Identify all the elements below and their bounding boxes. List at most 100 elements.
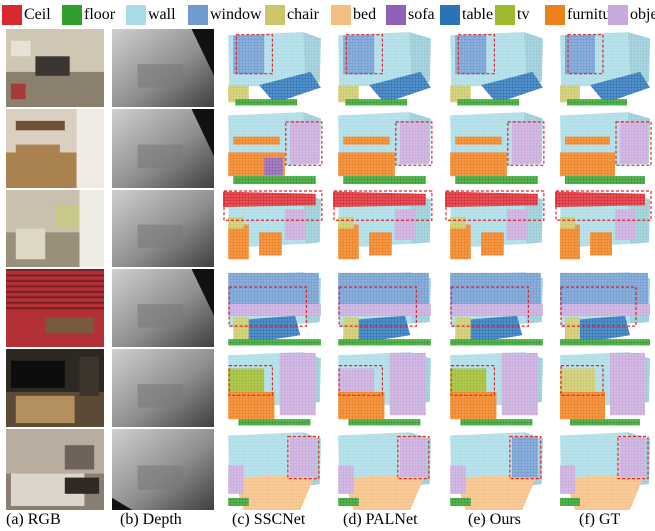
highlight-box — [450, 286, 530, 327]
highlight-box — [345, 34, 384, 75]
color-swatch-icon — [608, 5, 628, 25]
panel-ours-row-4 — [445, 269, 548, 347]
panel-rgb-row-3 — [6, 190, 104, 267]
highlight-box — [397, 435, 430, 480]
panel-depth-row-5 — [112, 349, 214, 427]
legend-label: bed — [353, 6, 377, 23]
legend-label: tv — [517, 6, 530, 23]
panel-depth-row-2 — [112, 109, 214, 188]
highlight-box — [287, 435, 320, 480]
panel-palnet-row-5 — [333, 349, 436, 427]
highlight-box — [228, 365, 274, 396]
panel-depth-row-4 — [112, 269, 214, 347]
panel-palnet-row-4 — [333, 269, 436, 347]
highlight-box — [338, 286, 418, 327]
column-captions: (a) RGB (b) Depth (c) SSCNet (d) PALNet … — [0, 511, 655, 531]
panel-ours-row-1 — [445, 29, 548, 107]
color-swatch-icon — [495, 5, 515, 25]
legend-label: Ceil — [24, 6, 51, 23]
legend-item-table: table — [440, 4, 493, 26]
panel-gt-row-4 — [555, 269, 655, 347]
legend-item-object: object — [608, 4, 655, 26]
highlight-box — [509, 435, 542, 480]
panel-palnet-row-6 — [333, 429, 436, 510]
highlight-box — [450, 365, 496, 396]
highlight-box — [235, 34, 274, 75]
highlight-box — [457, 34, 496, 75]
panel-gt-row-5 — [555, 349, 655, 427]
panel-ours-row-5 — [445, 349, 548, 427]
panel-rgb-row-2 — [6, 109, 104, 188]
panel-depth-row-6 — [112, 429, 214, 510]
caption-rgb: (a) RGB — [6, 511, 61, 528]
legend-item-ceil: Ceil — [2, 4, 51, 26]
panel-sscnet-row-3 — [223, 190, 326, 267]
legend-item-bed: bed — [331, 4, 376, 26]
color-swatch-icon — [126, 5, 146, 25]
highlight-box — [567, 34, 604, 75]
legend-label: floor — [84, 6, 116, 23]
legend-label: window — [210, 6, 262, 23]
panel-ours-row-3 — [445, 190, 548, 267]
color-swatch-icon — [545, 5, 565, 25]
color-swatch-icon — [62, 5, 82, 25]
panel-sscnet-row-2 — [223, 109, 326, 188]
highlight-box — [445, 190, 545, 221]
caption-ours: (e) Ours — [468, 511, 521, 528]
panel-sscnet-row-5 — [223, 349, 326, 427]
highlight-box — [333, 190, 433, 221]
legend-label: chair — [287, 6, 319, 23]
highlight-box — [507, 121, 545, 166]
caption-palnet: (d) PALNet — [343, 511, 418, 528]
legend-item-window: window — [188, 4, 262, 26]
panel-rgb-row-4 — [6, 269, 104, 347]
legend-item-chair: chair — [265, 4, 319, 26]
panel-sscnet-row-1 — [223, 29, 326, 107]
color-swatch-icon — [2, 5, 22, 25]
panel-palnet-row-2 — [333, 109, 436, 188]
legend-item-tv: tv — [495, 4, 529, 26]
legend-label: object — [630, 6, 655, 23]
caption-gt: (f) GT — [579, 511, 621, 528]
color-swatch-icon — [188, 5, 208, 25]
highlight-box — [338, 365, 384, 396]
panel-gt-row-6 — [555, 429, 655, 510]
color-swatch-icon — [440, 5, 460, 25]
panel-ours-row-6 — [445, 429, 548, 510]
panel-sscnet-row-6 — [223, 429, 326, 510]
panel-gt-row-3 — [555, 190, 655, 267]
panel-gt-row-2 — [555, 109, 655, 188]
panel-ours-row-2 — [445, 109, 548, 188]
caption-depth: (b) Depth — [120, 511, 182, 528]
highlight-box — [560, 286, 637, 327]
panel-rgb-row-1 — [6, 29, 104, 107]
color-swatch-icon — [331, 5, 351, 25]
legend-item-floor: floor — [62, 4, 115, 26]
legend-item-wall: wall — [126, 4, 176, 26]
legend-label: table — [462, 6, 494, 23]
highlight-box — [615, 121, 652, 166]
panel-rgb-row-5 — [6, 349, 104, 427]
highlight-box — [285, 121, 323, 166]
panel-palnet-row-1 — [333, 29, 436, 107]
panel-depth-row-1 — [112, 29, 214, 107]
results-grid — [0, 29, 655, 511]
highlight-box — [223, 190, 323, 221]
highlight-box — [395, 121, 433, 166]
color-legend: Ceil floor wall window chair bed sofa table tv fu… — [0, 2, 655, 28]
color-swatch-icon — [265, 5, 285, 25]
panel-palnet-row-3 — [333, 190, 436, 267]
legend-label: sofa — [408, 6, 435, 23]
highlight-box — [228, 286, 308, 327]
panel-sscnet-row-4 — [223, 269, 326, 347]
caption-sscnet: (c) SSCNet — [232, 511, 306, 528]
panel-gt-row-1 — [555, 29, 655, 107]
color-swatch-icon — [386, 5, 406, 25]
legend-label: wall — [148, 6, 176, 23]
legend-item-sofa: sofa — [386, 4, 435, 26]
panel-depth-row-3 — [112, 190, 214, 267]
highlight-box — [617, 435, 649, 480]
panel-rgb-row-6 — [6, 429, 104, 510]
highlight-box — [555, 190, 652, 221]
highlight-box — [560, 365, 604, 396]
